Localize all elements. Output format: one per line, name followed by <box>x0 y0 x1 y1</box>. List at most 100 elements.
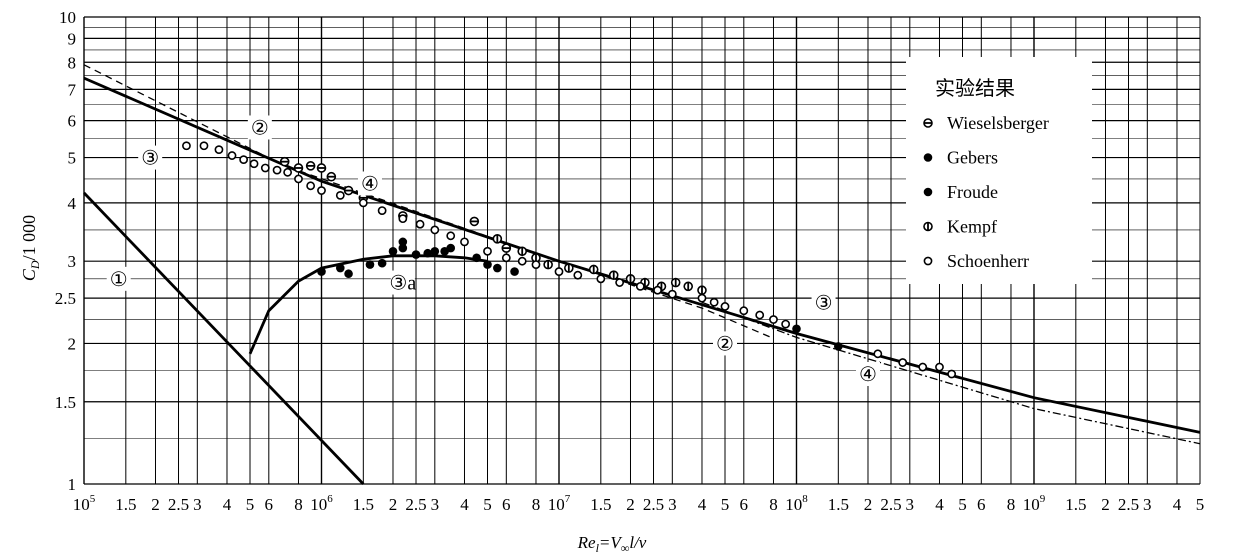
data-point-schoenherr <box>377 206 387 215</box>
data-point-schoenherr <box>755 310 765 320</box>
x-tick-base: 10 <box>73 495 90 514</box>
x-tick-label: 1.5 <box>353 495 374 514</box>
data-point-schoenherr <box>615 278 625 287</box>
x-tick-base: 10 <box>1023 495 1040 514</box>
data-point-froude <box>423 248 432 258</box>
data-point-wieselsberger <box>326 171 337 182</box>
data-point-schoenherr <box>709 297 719 307</box>
data-point-gebers <box>365 260 375 269</box>
x-tick-label: 2.5 <box>1118 495 1139 514</box>
legend-marker-schoenherr <box>923 256 933 266</box>
data-point-schoenherr <box>769 315 778 324</box>
x-tick-label: 6 <box>740 495 749 514</box>
x-tick-label: 5 <box>246 495 255 514</box>
x-tick-label: 3 <box>193 495 202 514</box>
curve-label-text: ③ <box>141 148 159 170</box>
x-tick-exponent: 8 <box>802 493 808 505</box>
legend-box <box>906 57 1092 284</box>
y-tick-label: 10 <box>59 8 76 27</box>
data-point-kempf <box>543 259 553 270</box>
curve-label: ④ <box>357 171 382 196</box>
data-point-gebers <box>344 269 353 279</box>
data-point-gebers <box>398 243 408 253</box>
legend-marker-kempf <box>923 221 933 232</box>
data-point-schoenherr <box>260 163 270 173</box>
x-tick-label: 105 <box>73 493 96 514</box>
data-point-schoenherr <box>635 281 645 291</box>
data-point-kempf <box>517 246 528 257</box>
x-tick-label: 4 <box>460 495 469 514</box>
data-point-schoenherr <box>460 237 469 247</box>
x-tick-label: 8 <box>294 495 303 514</box>
data-point-gebers <box>377 258 387 268</box>
x-tick-label: 1.5 <box>828 495 849 514</box>
x-tick-label: 2.5 <box>405 495 426 514</box>
x-tick-label: 5 <box>1196 495 1205 514</box>
curve-label-text: ③a <box>389 273 416 295</box>
x-tick-exponent: 7 <box>565 493 571 505</box>
data-point-froude <box>336 263 345 273</box>
x-tick-label: 5 <box>721 495 730 514</box>
y-tick-label: 6 <box>68 112 77 131</box>
data-point-kempf <box>625 274 636 284</box>
data-point-schoenherr <box>239 155 249 165</box>
data-point-schoenherr <box>249 159 259 169</box>
data-point-schoenherr <box>531 260 541 269</box>
x-tick-exponent: 6 <box>327 493 333 505</box>
data-point-schoenherr <box>667 289 677 299</box>
y-tick-label: 4 <box>68 194 77 213</box>
x-tick-label: 8 <box>1007 495 1016 514</box>
data-points <box>182 141 957 379</box>
data-point-schoenherr <box>898 358 908 367</box>
data-point-kempf <box>588 264 599 275</box>
curve-label-text: ② <box>716 333 734 355</box>
data-point-schoenherr <box>697 293 707 303</box>
x-tick-label: 4 <box>935 495 944 514</box>
x-tick-label: 2.5 <box>168 495 189 514</box>
data-point-schoenherr <box>554 267 564 276</box>
curve-label-bg <box>713 331 738 356</box>
x-tick-label: 108 <box>785 493 808 514</box>
x-tick-label: 1.5 <box>590 495 611 514</box>
x-tick-label: 8 <box>532 495 541 514</box>
data-point-schoenherr <box>446 231 456 241</box>
legend-label-schoenherr: Schoenherr <box>947 251 1029 271</box>
data-point-gebers <box>483 260 492 269</box>
data-point-schoenherr <box>415 219 425 229</box>
x-tick-label: 6 <box>502 495 511 514</box>
data-point-gebers <box>430 246 440 256</box>
curve-label: ③ <box>138 145 163 170</box>
x-tick-exponent: 5 <box>90 493 96 505</box>
x-axis-label-re: Re <box>577 533 596 552</box>
curve-label: ② <box>247 115 272 140</box>
curve-label-bg <box>855 362 880 387</box>
y-tick-label: 7 <box>68 80 77 99</box>
x-tick-label: 2 <box>151 495 160 514</box>
x-tick-label: 6 <box>265 495 274 514</box>
data-point-froude <box>510 267 519 276</box>
curve-label-bg <box>247 115 272 140</box>
legend: 实验结果 Wieselsberger Gebers Froude Kempf Schoe… <box>906 57 1092 284</box>
data-point-gebers <box>317 267 326 276</box>
curve-label-text: ③ <box>815 292 833 314</box>
data-point-froude <box>834 342 843 351</box>
x-tick-label: 5 <box>958 495 967 514</box>
legend-label-wieselsberger: Wieselsberger <box>947 113 1049 133</box>
legend-marker-froude <box>923 187 933 197</box>
y-axis-label-sub: D <box>28 260 42 270</box>
curve-label-bg <box>390 270 415 295</box>
curve-label: ① <box>106 266 131 291</box>
curve-label: ④ <box>855 362 880 387</box>
y-axis-label-c: C <box>19 268 39 281</box>
data-point-schoenherr <box>781 319 791 329</box>
curve-label: ③ <box>811 290 836 315</box>
y-tick-label: 2.5 <box>55 289 76 308</box>
data-point-schoenherr <box>483 246 492 256</box>
x-tick-label: 3 <box>906 495 915 514</box>
curve-label: ② <box>713 331 738 356</box>
x-tick-label: 2.5 <box>880 495 901 514</box>
curve-label-bg <box>357 171 382 196</box>
x-axis-label: Rel=V∞l/ν <box>577 533 647 555</box>
x-axis-label-rest: =V <box>599 533 623 552</box>
